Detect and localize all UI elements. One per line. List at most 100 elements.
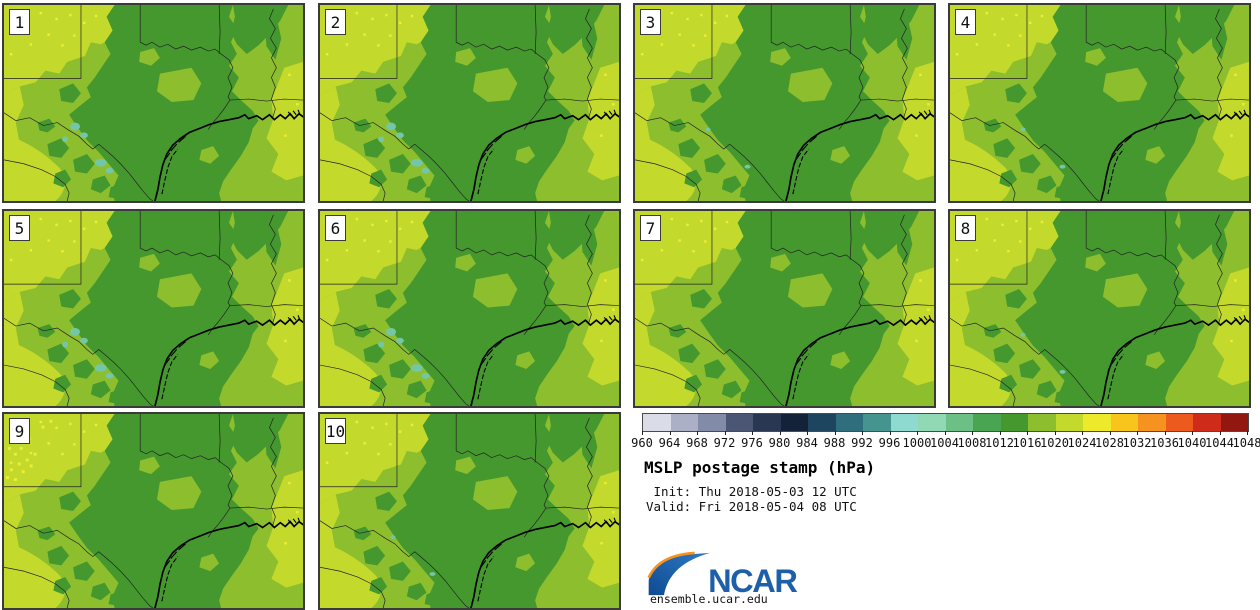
colorbar-tick (1027, 431, 1028, 435)
colorbar-box (1138, 414, 1166, 431)
ncar-logo: NCAR (647, 551, 799, 597)
ensemble-member-panel-9: 9 (2, 412, 305, 610)
colorbar-tick (1109, 431, 1111, 435)
pressure-teal-patches-small (390, 535, 436, 576)
colorbar-tick (1164, 431, 1166, 435)
colorbar-tick (862, 431, 863, 435)
colorbar-tick (1192, 431, 1193, 435)
panel-number: 9 (14, 421, 25, 441)
colorbar-ticks (642, 431, 1248, 436)
ncar-logo-text: NCAR (708, 563, 797, 597)
colorbar-box (1028, 414, 1056, 431)
pressure-fill-1020-1024 (4, 211, 303, 406)
colorbar-box (725, 414, 753, 431)
init-time-label: Init: Thu 2018-05-03 12 UTC (646, 484, 857, 499)
mslp-map (4, 211, 303, 406)
pressure-fill-1020-1024 (635, 5, 934, 201)
colorbar-box (890, 414, 918, 431)
pressure-fill-1016-1020-holes (455, 456, 536, 572)
ensemble-member-panel-5: 5 (2, 209, 305, 408)
state-borders (320, 211, 619, 406)
panel-number-badge: 4 (955, 9, 976, 35)
state-borders (950, 5, 1249, 201)
pressure-fill-1016-1020-holes (770, 48, 851, 164)
panel-number: 6 (330, 218, 341, 238)
colorbar-tick-label: 1040 (1177, 436, 1207, 450)
state-borders (635, 5, 934, 201)
panel-number: 10 (325, 421, 346, 441)
colorbar-box (698, 414, 726, 431)
colorbar-box (973, 414, 1001, 431)
colorbar-tick-label: 980 (768, 436, 791, 450)
colorbar-tick (1137, 431, 1138, 435)
state-borders (320, 414, 619, 608)
mslp-map (320, 211, 619, 406)
colorbar-tick (944, 431, 946, 435)
colorbar-tick (1247, 431, 1248, 435)
colorbar-tick-label: 992 (851, 436, 873, 450)
gulf-coastline (1100, 109, 1249, 201)
colorbar-tick-label: 1012 (985, 436, 1014, 450)
ensemble-member-panel-7: 7 (633, 209, 936, 408)
pressure-fill-1016-1020-holes (770, 253, 851, 369)
colorbar-tick-label: 1000 (902, 436, 932, 450)
pressure-specks-1024 (955, 216, 1245, 343)
colorbar-tick-label: 1044 (1205, 436, 1234, 450)
colorbar-tick-label: 996 (878, 436, 901, 450)
colorbar-box (918, 414, 946, 431)
pressure-fill-1016-1020-holes (1085, 48, 1166, 164)
ncar-swoosh-orange-arc (647, 551, 695, 579)
gulf-coastline (154, 109, 303, 201)
ensemble-member-panel-10: 10 (318, 412, 621, 610)
mslp-map (635, 211, 934, 406)
pressure-fill-1020-1024 (320, 5, 619, 201)
colorbar-box (670, 414, 698, 431)
panel-number-badge: 5 (9, 215, 30, 241)
panel-number: 5 (14, 218, 25, 238)
mslp-map (4, 414, 303, 608)
pressure-teal-patches-large (62, 328, 114, 379)
colorbar-box (1193, 414, 1221, 431)
pressure-fill-1016-1020-holes (139, 253, 220, 369)
state-borders (950, 211, 1249, 406)
mslp-map (950, 211, 1249, 406)
ensemble-member-panel-6: 6 (318, 209, 621, 408)
figure-title: MSLP postage stamp (hPa) (644, 458, 876, 477)
colorbar-box (753, 414, 781, 431)
gulf-coastline (470, 517, 619, 608)
colorbar-box (945, 414, 973, 431)
state-borders (320, 5, 619, 201)
pressure-fill-1016-1020-holes (139, 456, 220, 572)
pressure-teal-patches-small (1020, 127, 1066, 169)
pressure-fill-1016-1020-holes (139, 48, 220, 164)
pressure-specks-extra (5, 419, 53, 481)
valid-time-label: Valid: Fri 2018-05-04 08 UTC (646, 499, 857, 514)
pressure-teal-patches-small (705, 127, 751, 169)
colorbar-tick (779, 431, 781, 435)
panel-number: 4 (960, 12, 971, 32)
colorbar-tick-label: 988 (823, 436, 846, 450)
colorbar-tick-label: 1004 (930, 436, 959, 450)
pressure-fill-1020-1024 (4, 5, 303, 201)
logo-url-text: ensemble.ucar.edu (650, 592, 768, 606)
colorbar-tick-label: 1020 (1040, 436, 1069, 450)
colorbar-tick-label: 1016 (1012, 436, 1042, 450)
pressure-fill-1020-1024 (4, 414, 303, 608)
state-borders (4, 5, 303, 201)
pressure-teal-patches-large (62, 122, 114, 174)
panel-number: 7 (645, 218, 656, 238)
colorbar-tick-label: 1024 (1067, 436, 1097, 450)
panel-number-badge: 3 (640, 9, 661, 35)
colorbar-tick-label: 1048 (1232, 436, 1260, 450)
pressure-teal-patches-small (1020, 332, 1066, 374)
panel-number-badge: 2 (325, 9, 346, 35)
colorbar-tick (669, 431, 671, 435)
gulf-coastline (470, 315, 619, 406)
colorbar-box (1165, 414, 1193, 431)
gulf-coastline (154, 315, 303, 406)
colorbar-tick (697, 431, 698, 435)
colorbar-tick (1082, 431, 1083, 435)
colorbar-box (863, 414, 891, 431)
colorbar-tick-label: 1008 (957, 436, 987, 450)
